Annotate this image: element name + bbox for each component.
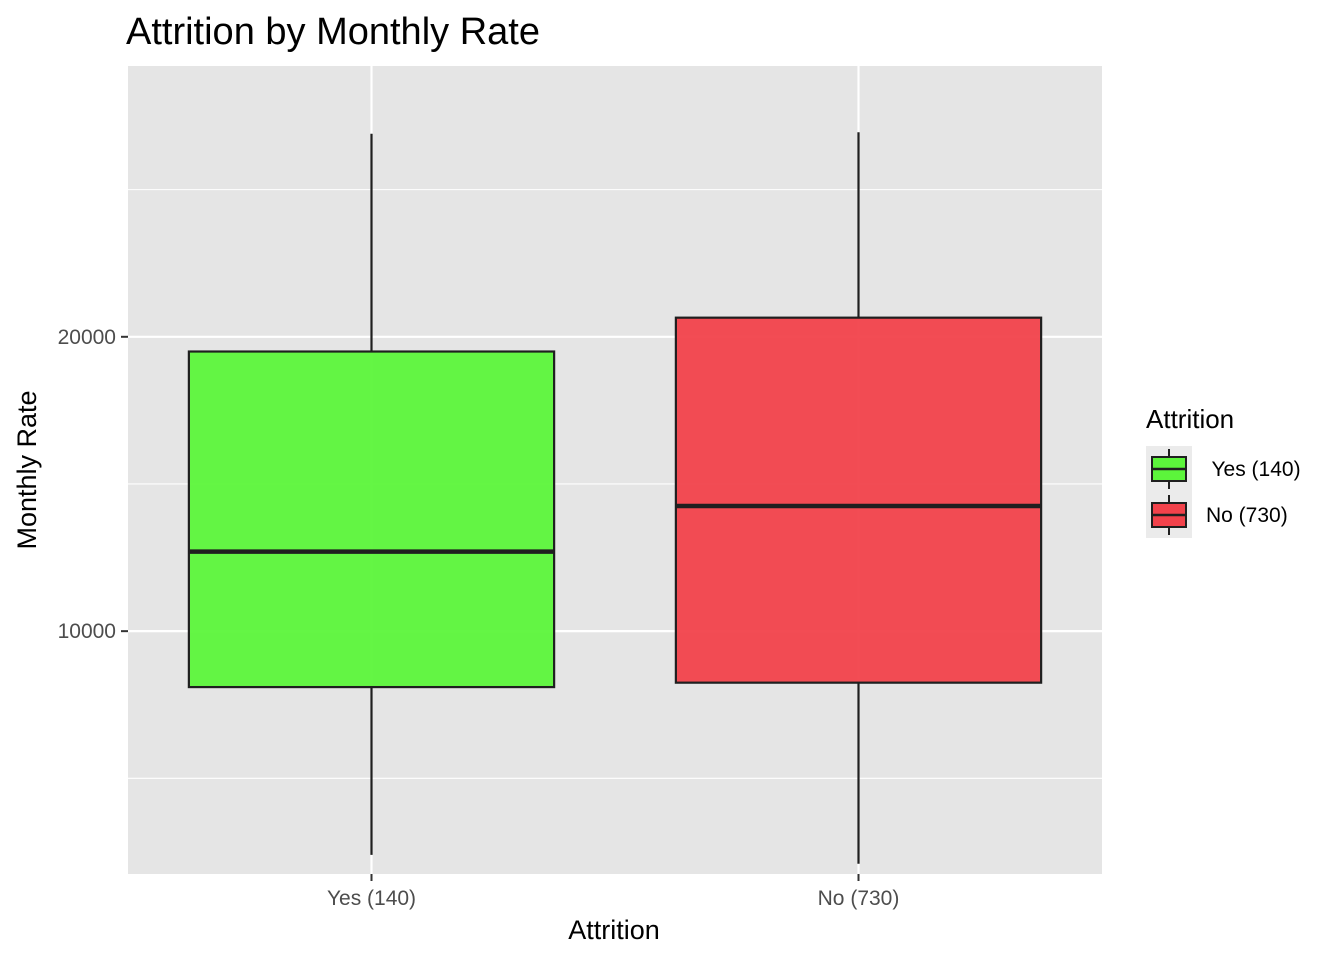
legend-label: Yes (140) <box>1206 458 1301 481</box>
legend-title: Attrition <box>1146 404 1234 434</box>
x-axis: Yes (140) No (730) <box>327 874 899 910</box>
legend-item: Yes (140) <box>1146 446 1301 492</box>
box-group <box>674 132 1043 864</box>
box-iqr <box>187 350 556 689</box>
box-iqr <box>674 316 1043 684</box>
y-tick-label: 20000 <box>58 326 116 349</box>
y-axis-title: Monthly Rate <box>12 390 42 549</box>
y-tick-label: 10000 <box>58 620 116 643</box>
chart-title: Attrition by Monthly Rate <box>126 11 540 53</box>
boxes <box>187 132 1043 864</box>
x-tick-label: Yes (140) <box>327 887 416 910</box>
legend-item: No (730) <box>1146 492 1288 538</box>
y-axis: 10000 20000 <box>58 326 128 643</box>
box-group <box>187 133 556 855</box>
legend-label: No (730) <box>1206 504 1288 527</box>
x-tick-label: No (730) <box>818 887 900 910</box>
x-axis-title: Attrition <box>568 915 660 945</box>
legend: Attrition Yes (140) No (730) <box>1146 404 1301 538</box>
